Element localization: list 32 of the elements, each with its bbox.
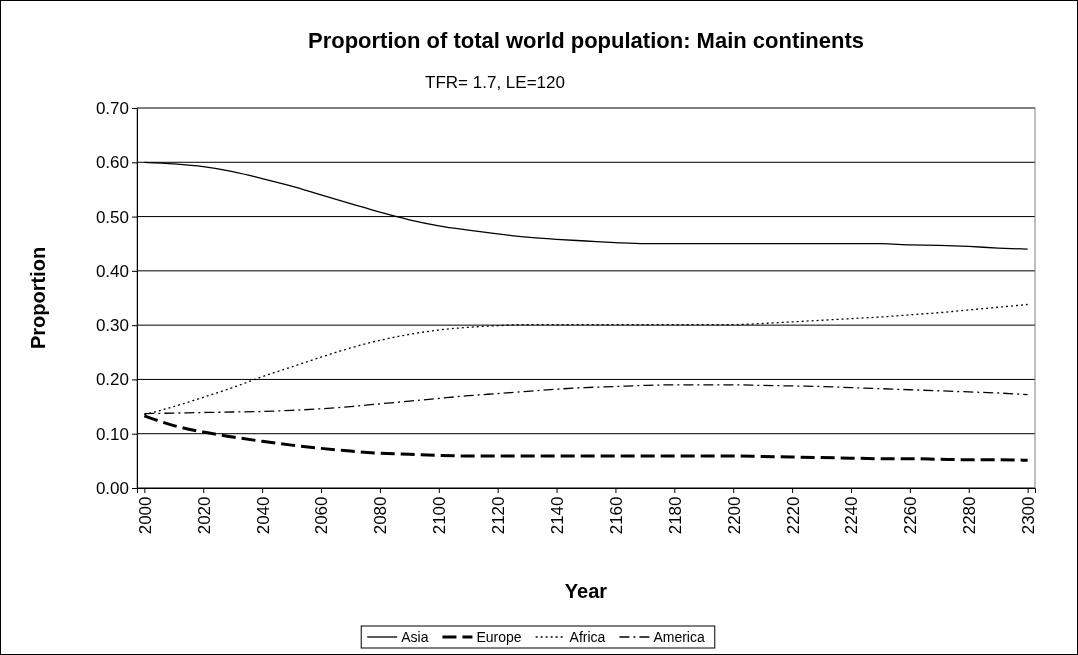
x-tick-label: 2000 bbox=[135, 496, 155, 535]
x-tick-label: 2080 bbox=[371, 496, 391, 535]
x-tick-label: 2040 bbox=[253, 496, 273, 535]
x-tick-label: 2220 bbox=[783, 496, 803, 535]
y-tick-label: 0.20 bbox=[95, 370, 129, 390]
x-tick-label: 2060 bbox=[312, 496, 332, 535]
legend-label: Europe bbox=[476, 629, 522, 645]
x-tick-label: 2260 bbox=[901, 496, 921, 535]
legend-label: Asia bbox=[401, 629, 429, 645]
y-tick-label: 0.30 bbox=[95, 316, 129, 336]
x-tick-label: 2100 bbox=[430, 496, 450, 535]
x-tick-label: 2180 bbox=[665, 496, 685, 535]
chart-subtitle: TFR= 1.7, LE=120 bbox=[425, 73, 565, 92]
x-tick-label: 2240 bbox=[842, 496, 862, 535]
y-tick-label: 0.50 bbox=[95, 207, 129, 227]
legend-label: America bbox=[653, 629, 705, 645]
y-tick-label: 0.40 bbox=[95, 261, 129, 281]
y-tick-label: 0.00 bbox=[95, 478, 129, 498]
x-axis-title: Year bbox=[564, 580, 608, 602]
chart-title: Proportion of total world population: Main continents bbox=[307, 28, 865, 53]
x-tick-label: 2300 bbox=[1019, 496, 1039, 535]
legend-label: Africa bbox=[569, 629, 606, 645]
y-tick-label: 0.60 bbox=[95, 153, 129, 173]
x-tick-label: 2200 bbox=[724, 496, 744, 535]
x-tick-label: 2120 bbox=[489, 496, 509, 535]
y-axis-title: Proportion bbox=[27, 246, 49, 350]
x-tick-label: 2020 bbox=[194, 496, 214, 535]
x-tick-label: 2160 bbox=[606, 496, 626, 535]
x-tick-label: 2280 bbox=[960, 496, 980, 535]
x-tick-label: 2140 bbox=[548, 496, 568, 535]
y-tick-label: 0.10 bbox=[95, 424, 129, 444]
y-tick-label: 0.70 bbox=[95, 98, 129, 118]
